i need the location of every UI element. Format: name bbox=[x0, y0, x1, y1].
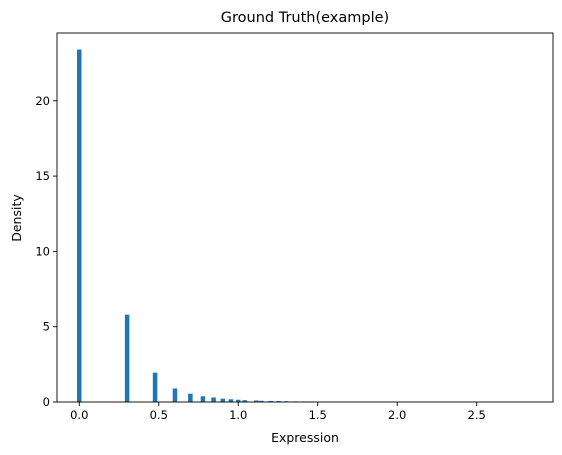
y-tick-label: 15 bbox=[35, 169, 50, 183]
x-tick-label: 0.5 bbox=[150, 408, 168, 422]
histogram-bar-2 bbox=[152, 372, 158, 402]
x-tick-label: 1.5 bbox=[309, 408, 327, 422]
x-tick-label: 2.5 bbox=[468, 408, 486, 422]
histogram-bar-9 bbox=[235, 399, 241, 402]
histogram-bar-5 bbox=[200, 396, 206, 402]
histogram-bar-13 bbox=[268, 400, 273, 402]
histogram-bar-14 bbox=[276, 401, 282, 402]
histogram-bar-8 bbox=[228, 399, 234, 402]
histogram-bar-7 bbox=[220, 398, 226, 402]
y-axis-label: Density bbox=[9, 194, 24, 242]
plot-frame bbox=[56, 32, 554, 403]
x-axis-ticks: 0.0 0.5 1.0 1.5 2.0 2.5 bbox=[70, 402, 486, 422]
histogram-bar-4 bbox=[188, 393, 193, 402]
histogram-bar-12 bbox=[259, 400, 264, 402]
histogram-bar-10 bbox=[242, 400, 247, 402]
y-tick-label: 5 bbox=[43, 320, 50, 334]
histogram-bar-0 bbox=[77, 49, 82, 402]
y-tick-label: 0 bbox=[43, 395, 50, 409]
histogram-bar-11 bbox=[254, 400, 259, 402]
histogram-bar-3 bbox=[172, 388, 178, 402]
histogram-bar-6 bbox=[211, 397, 216, 402]
y-tick-label: 10 bbox=[35, 244, 50, 258]
x-axis-label: Expression bbox=[271, 430, 339, 445]
x-tick-label: 1.0 bbox=[229, 408, 247, 422]
chart-title: Ground Truth(example) bbox=[221, 10, 389, 26]
x-tick-label: 0.0 bbox=[70, 408, 88, 422]
y-axis-ticks: 0 5 10 15 20 bbox=[35, 94, 57, 409]
bars-group bbox=[77, 49, 321, 403]
x-tick-label: 2.0 bbox=[388, 408, 406, 422]
y-tick-label: 20 bbox=[35, 94, 50, 108]
histogram-bar-1 bbox=[124, 314, 130, 402]
